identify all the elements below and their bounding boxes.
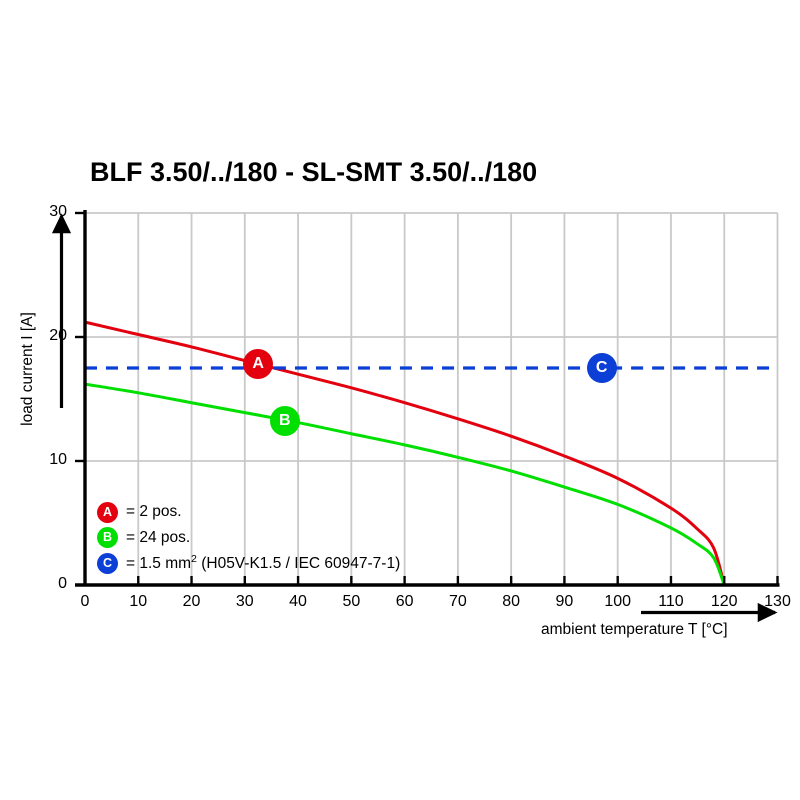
x-axis-label: ambient temperature T [°C]	[541, 621, 728, 638]
x-tick-label: 120	[710, 593, 738, 610]
legend-item-c: C = 1.5 mm2 (H05V-K1.5 / IEC 60947-7-1)	[97, 552, 400, 574]
legend-item-a: A = 2 pos.	[97, 501, 182, 523]
y-tick-label: 30	[49, 203, 67, 220]
x-tick-label: 80	[502, 593, 521, 610]
x-tick-label: 60	[395, 593, 414, 610]
data-point-marker-a: A	[243, 349, 274, 380]
x-tick-label: 110	[658, 593, 684, 610]
legend-label: = 24 pos.	[126, 528, 191, 546]
legend-marker-c-icon: C	[97, 552, 118, 574]
y-tick-label: 10	[49, 451, 67, 468]
x-tick-label: 40	[289, 593, 307, 610]
tick-marks	[75, 211, 779, 587]
series-line-a	[83, 320, 726, 587]
x-tick-label: 10	[129, 593, 148, 610]
y-tick-label: 0	[58, 575, 67, 592]
y-tick-label: 20	[49, 327, 67, 344]
x-tick-label: 90	[555, 593, 574, 610]
series-lines	[83, 320, 778, 587]
legend-marker-a-icon: A	[97, 501, 118, 523]
x-tick-label: 0	[80, 593, 90, 610]
legend-item-b: B = 24 pos.	[97, 527, 190, 549]
x-tick-label: 100	[604, 593, 632, 610]
legend-marker-b-icon: B	[97, 527, 118, 548]
x-tick-label: 20	[182, 593, 201, 610]
y-axis-label: load current I [A]	[19, 312, 36, 426]
x-tick-label: 130	[764, 593, 791, 610]
axis-arrows	[51, 213, 778, 623]
x-tick-label: 30	[235, 593, 254, 610]
chart-title: BLF 3.50/../180 - SL-SMT 3.50/../180	[90, 157, 538, 187]
series-line-b	[83, 382, 726, 587]
data-point-marker-b: B	[269, 406, 300, 437]
x-tick-label: 70	[448, 593, 467, 610]
data-point-marker-c: C	[586, 353, 617, 383]
legend-label: = 1.5 mm2 (H05V-K1.5 / IEC 60947-7-1)	[126, 552, 401, 573]
legend-label: = 2 pos.	[126, 503, 182, 520]
x-tick-label: 50	[342, 593, 361, 610]
